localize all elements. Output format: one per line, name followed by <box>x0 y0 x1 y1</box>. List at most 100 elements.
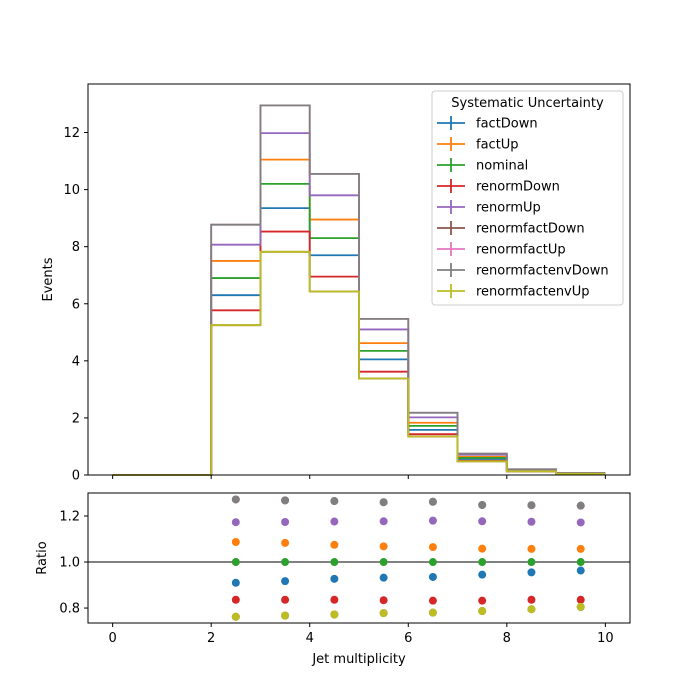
ratio-point <box>527 544 536 553</box>
legend-label: nominal <box>476 159 528 174</box>
ratio-point <box>576 566 585 575</box>
ratio-point <box>478 607 487 616</box>
ratio-point <box>379 542 388 551</box>
ratio-point <box>428 558 437 567</box>
ratio-point <box>478 558 487 567</box>
ratio-x-axis-label: Jet multiplicity <box>311 652 406 667</box>
ratio-point <box>478 517 487 526</box>
ratio-point <box>379 517 388 526</box>
ratio-point <box>428 572 437 581</box>
legend-title: Systematic Uncertainty <box>451 96 604 111</box>
legend-entry-renormfactDown: renormfactDown <box>437 221 585 237</box>
ratio-point <box>379 498 388 507</box>
ratio-point <box>330 497 339 506</box>
ratio-point <box>428 543 437 552</box>
ratio-point <box>527 558 536 567</box>
legend-entry-factUp: factUp <box>437 137 519 153</box>
legend-entry-renormDown: renormDown <box>437 179 560 195</box>
histogram-line-renormfactenvUp <box>112 250 606 476</box>
ratio-point <box>281 558 290 567</box>
histogram-axes-frame <box>87 83 631 476</box>
ratio-point <box>281 595 290 604</box>
legend-entries: factDown factUp nominal renormDown renormUp r… <box>437 116 609 300</box>
ratio-point <box>379 573 388 582</box>
ratio-point <box>330 517 339 526</box>
ratio-series-renormDown <box>231 595 585 605</box>
histogram-y-tick-label: 8 <box>72 240 80 255</box>
histogram-y-tick-label: 10 <box>63 183 80 198</box>
ratio-point <box>527 501 536 510</box>
legend-label: renormDown <box>476 180 560 195</box>
ratio-point <box>281 611 290 620</box>
ratio-point <box>231 578 240 587</box>
ratio-point <box>281 577 290 586</box>
ratio-point <box>478 544 487 553</box>
legend: Systematic Uncertainty factDown factUp nom… <box>431 90 624 306</box>
ratio-point <box>576 544 585 553</box>
legend-entry-renormfactUp: renormfactUp <box>437 242 566 258</box>
ratio-series-group <box>231 495 585 621</box>
ratio-point <box>281 496 290 505</box>
ratio-x-tick-label: 2 <box>207 631 215 646</box>
ratio-point <box>231 538 240 547</box>
ratio-x-tick-label: 8 <box>503 631 511 646</box>
ratio-point <box>330 595 339 604</box>
ratio-x-tick-label: 4 <box>306 631 314 646</box>
ratio-point <box>231 495 240 504</box>
legend-entry-renormfactenvUp: renormfactenvUp <box>437 284 590 300</box>
ratio-point <box>330 540 339 549</box>
histogram-panel: 0 2 4 6 8 10 12 Events <box>41 83 631 484</box>
ratio-panel: 0.8 1.0 1.2 0 2 4 6 8 10 Ratio Jet multiplicity <box>35 492 631 667</box>
ratio-point <box>478 500 487 509</box>
legend-box <box>431 90 624 306</box>
ratio-point <box>379 558 388 567</box>
ratio-point <box>576 595 585 604</box>
ratio-y-tick-label: 0.8 <box>59 602 80 617</box>
ratio-series-factUp <box>231 538 585 553</box>
ratio-point <box>330 574 339 583</box>
ratio-point <box>281 538 290 547</box>
ratio-point <box>428 596 437 605</box>
ratio-point <box>576 518 585 527</box>
ratio-point <box>527 517 536 526</box>
ratio-y-axis-label: Ratio <box>35 541 50 574</box>
histogram-y-tick-label: 0 <box>72 469 80 484</box>
histogram-y-tick-label: 12 <box>63 126 80 141</box>
legend-label: renormfactDown <box>476 222 585 237</box>
ratio-point <box>576 602 585 611</box>
ratio-point <box>231 612 240 621</box>
legend-entry-renormUp: renormUp <box>437 200 541 216</box>
ratio-series-renormfactenvUp <box>231 602 585 621</box>
ratio-point <box>330 558 339 567</box>
ratio-point <box>379 596 388 605</box>
ratio-x-tick-label: 6 <box>404 631 412 646</box>
ratio-series-renormfactenvDown <box>231 495 585 510</box>
legend-label: factUp <box>476 138 519 153</box>
legend-entry-factDown: factDown <box>437 116 538 132</box>
ratio-point <box>527 595 536 604</box>
ratio-point <box>330 610 339 619</box>
ratio-point <box>576 501 585 510</box>
ratio-x-tick-label: 0 <box>108 631 116 646</box>
ratio-point <box>281 517 290 526</box>
ratio-axes-frame <box>87 492 631 624</box>
ratio-point <box>527 568 536 577</box>
legend-label: renormfactenvUp <box>476 285 590 300</box>
ratio-series-nominal <box>231 558 585 567</box>
ratio-point <box>576 558 585 567</box>
ratio-point <box>478 596 487 605</box>
legend-label: factDown <box>476 117 538 132</box>
histogram-y-tick-label: 4 <box>72 354 80 369</box>
ratio-point <box>231 558 240 567</box>
ratio-point <box>428 608 437 617</box>
ratio-y-tick-label: 1.2 <box>59 510 80 525</box>
ratio-point <box>478 570 487 579</box>
legend-label: renormfactUp <box>476 243 566 258</box>
legend-entry-nominal: nominal <box>437 158 528 174</box>
ratio-series-factDown <box>231 566 585 587</box>
histogram-y-tick-label: 2 <box>72 411 80 426</box>
histogram-y-ticks: 0 2 4 6 8 10 12 <box>63 126 88 484</box>
ratio-point <box>231 595 240 604</box>
legend-label: renormUp <box>476 201 541 216</box>
ratio-point <box>428 516 437 525</box>
